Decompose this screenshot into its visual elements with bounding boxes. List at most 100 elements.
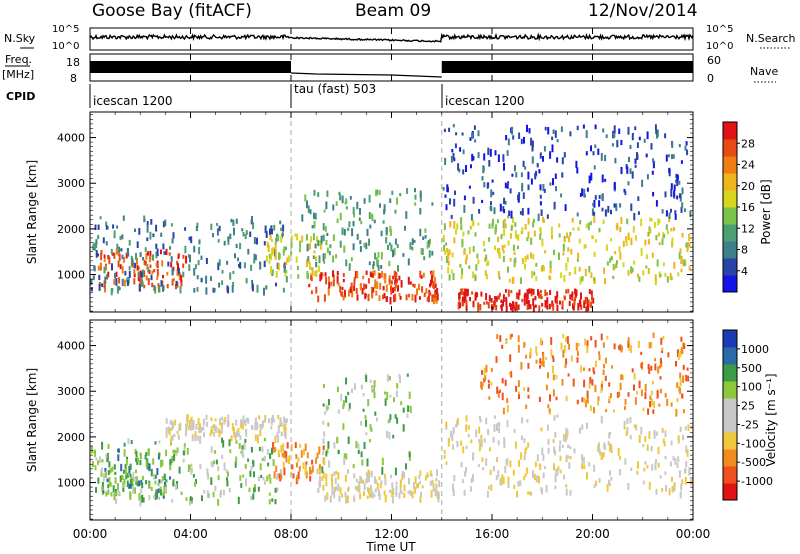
data-cell [462,301,465,306]
data-cell [589,376,592,384]
data-cell [189,254,191,263]
data-cell [518,289,521,296]
data-cell [450,156,453,163]
data-cell [498,276,501,280]
data-cell [512,135,515,140]
data-cell [618,391,621,397]
data-cell [385,236,388,244]
data-cell [654,462,657,470]
data-cell [507,289,510,297]
data-cell [196,222,199,228]
data-cell [626,427,629,434]
data-cell [353,279,356,286]
data-cell [443,450,446,454]
data-cell [318,240,321,246]
data-cell [307,256,310,262]
data-cell [221,280,224,285]
data-cell [421,485,424,489]
data-cell [315,256,317,262]
data-cell [348,221,351,228]
data-cell [191,420,194,429]
data-cell [309,242,311,250]
data-cell [539,233,542,240]
data-cell [261,446,264,453]
data-cell [362,408,365,412]
data-cell [629,144,632,150]
data-cell [494,296,497,303]
data-cell [386,430,388,438]
data-cell [221,422,223,428]
data-cell [679,378,682,387]
data-cell [487,301,490,309]
data-cell [554,474,557,483]
data-cell [117,483,119,491]
data-cell [228,488,231,493]
data-cell [187,426,190,431]
data-cell [432,282,435,290]
data-cell [578,266,581,272]
data-cell [544,300,547,308]
data-cell [467,433,470,438]
data-cell [603,363,605,369]
data-cell [535,352,538,356]
data-cell [382,220,385,224]
data-cell [321,466,324,474]
data-cell [585,306,588,312]
data-cell [590,336,593,341]
data-cell [649,395,652,400]
colorbar-swatch [723,156,737,174]
data-cell [338,495,341,502]
data-cell [450,430,452,438]
data-cell [633,384,635,391]
data-cell [489,447,491,452]
data-cell [135,252,137,260]
data-cell [110,491,113,497]
data-cell [676,382,679,388]
data-cell [468,247,471,255]
data-cell [99,216,102,220]
data-cell [395,271,398,278]
data-cell [609,470,611,476]
data-cell [638,276,641,282]
data-cell [163,473,166,481]
data-cell [561,444,564,448]
data-cell [535,359,538,364]
data-cell [313,189,316,196]
data-cell [377,252,380,258]
data-cell [465,165,467,173]
data-cell [304,194,307,202]
data-cell [269,228,271,235]
data-cell [325,239,328,246]
data-cell [649,228,652,234]
data-cell [532,288,535,295]
data-cell [265,231,268,239]
data-cell [571,297,574,301]
data-cell [157,482,160,486]
data-cell [283,416,286,423]
data-cell [162,285,164,292]
data-cell [574,288,577,295]
data-cell [123,478,126,485]
data-cell [345,377,348,385]
data-cell [147,251,149,256]
data-cell [274,487,277,493]
data-cell [510,333,513,337]
data-cell [118,287,121,291]
data-cell [187,254,190,258]
data-cell [533,473,536,481]
data-cell [90,278,93,286]
data-cell [460,462,463,468]
data-cell [483,182,486,188]
data-cell [184,245,187,254]
data-cell [326,449,329,454]
data-cell [200,255,203,260]
data-cell [175,483,178,490]
data-cell [310,469,313,475]
data-cell [351,228,354,237]
data-cell [214,450,217,454]
data-cell [388,375,391,381]
data-cell [205,275,208,284]
data-cell [676,195,679,200]
data-cell [656,390,659,399]
data-cell [644,392,647,400]
